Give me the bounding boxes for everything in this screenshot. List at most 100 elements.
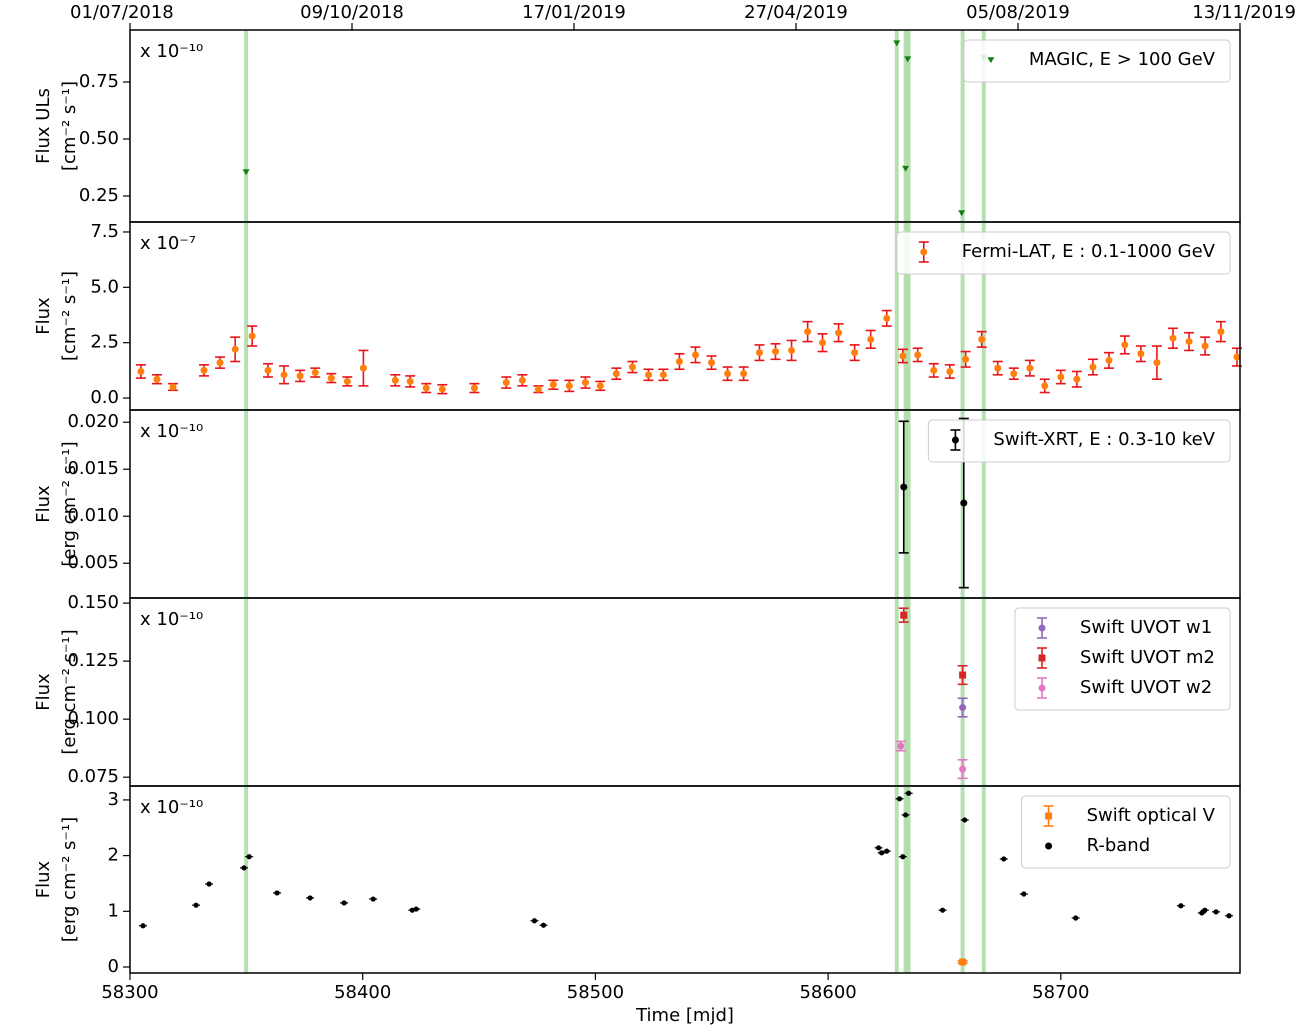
marker [1202,907,1208,913]
legend-marker [951,436,959,444]
marker [406,377,414,385]
marker [153,375,161,383]
y-tick-label: 0.020 [67,411,119,432]
marker [438,385,446,393]
legend-marker [1038,654,1046,662]
x-tick-label: 58400 [334,982,391,1003]
marker [946,367,954,375]
y-axis-label: [erg cm⁻² s⁻¹] [59,629,80,754]
offset-label: x 10⁻¹⁰ [140,421,203,442]
marker [193,902,199,908]
marker [1041,382,1049,390]
marker [311,369,319,377]
marker [169,383,177,391]
marker [274,890,280,896]
marker [341,900,347,906]
marker [804,328,812,336]
x-tick-label: 58500 [567,982,624,1003]
legend-box [1014,607,1231,711]
marker [906,790,912,796]
legend: Swift-XRT, E : 0.3-10 keV [927,419,1231,463]
y-tick-label: 0.100 [67,708,119,729]
y-tick-label: 0.75 [79,71,119,92]
marker [755,349,763,357]
y-tick-label: 1 [108,900,119,921]
x2-tick-label: 27/04/2019 [744,2,848,23]
marker [1073,915,1079,921]
marker [902,165,910,172]
marker [959,704,967,712]
legend-marker [1045,842,1053,850]
legend-marker [1038,624,1046,632]
marker [612,370,620,378]
marker [958,210,966,217]
y-tick-label: 0 [108,956,119,977]
marker [242,169,250,176]
x2-tick-label: 05/08/2019 [966,2,1070,23]
legend-marker [920,248,928,256]
marker [1233,353,1241,361]
marker [940,907,946,913]
marker [900,854,906,860]
legend-box [963,39,1231,83]
y-tick-label: 0.015 [67,458,119,479]
y-tick-label: 0.0 [90,387,119,408]
y-tick-label: 5.0 [90,276,119,297]
marker [531,918,538,924]
marker [534,385,542,393]
x-tick-label: 58600 [799,982,856,1003]
legend-label: Swift UVOT m2 [1080,647,1215,668]
marker [140,923,146,929]
marker [959,765,967,773]
marker [307,895,313,901]
marker [1057,373,1065,381]
marker [1201,342,1209,350]
marker [962,355,970,363]
marker [675,358,683,366]
marker [246,854,252,860]
marker [740,370,748,378]
marker [994,364,1002,372]
marker [851,349,859,357]
marker [280,371,288,379]
marker [391,376,399,384]
marker [206,881,212,887]
marker [1169,334,1177,342]
marker [502,379,510,387]
y-axis-label: Flux ULs [33,88,54,164]
marker [248,332,256,340]
legend-label: MAGIC, E > 100 GeV [1029,49,1216,70]
marker [581,379,589,387]
legend-label: Fermi-LAT, E : 0.1-1000 GeV [962,241,1216,262]
marker [644,371,652,379]
offset-label: x 10⁻¹⁰ [140,797,203,818]
y-tick-label: 0.25 [79,185,119,206]
marker [959,958,967,966]
legend: Fermi-LAT, E : 0.1-1000 GeV [896,231,1231,275]
marker [1026,364,1034,372]
legend-marker [1045,812,1053,820]
legend-label: Swift optical V [1087,805,1216,826]
marker [897,742,905,750]
marker [1001,856,1007,862]
y-axis-label: Flux [33,673,54,711]
marker [896,796,903,802]
marker [788,346,796,354]
legend-box [1021,795,1231,869]
marker [413,906,419,912]
y-axis-label: [erg cm⁻² s⁻¹] [59,441,80,566]
marker [708,359,716,367]
marker [883,314,891,322]
legend-label: Swift-XRT, E : 0.3-10 keV [993,429,1215,450]
marker [1010,370,1018,378]
y-tick-label: 0.50 [79,128,119,149]
offset-label: x 10⁻¹⁰ [140,609,203,630]
marker [930,366,938,374]
marker [724,370,732,378]
marker [1226,913,1232,919]
offset-label: x 10⁻⁷ [140,233,196,254]
y-tick-label: 2 [108,845,119,866]
marker [231,345,239,353]
marker [518,376,526,384]
y-tick-label: 2.5 [90,332,119,353]
